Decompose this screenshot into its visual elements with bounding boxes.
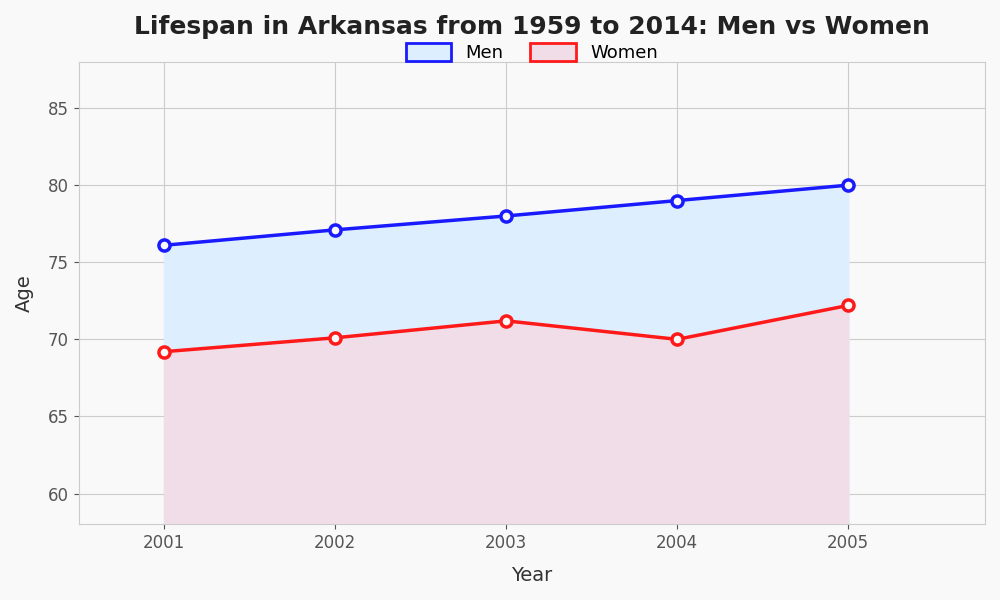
Women — [842, 302, 854, 309]
Y-axis label: Age: Age — [15, 274, 34, 312]
Women — [329, 334, 341, 341]
Women — [671, 336, 683, 343]
Line: Women: Women — [159, 300, 854, 357]
Legend: Men, Women: Men, Women — [397, 34, 667, 71]
Line: Men: Men — [159, 179, 854, 251]
Women — [158, 348, 170, 355]
Title: Lifespan in Arkansas from 1959 to 2014: Men vs Women: Lifespan in Arkansas from 1959 to 2014: … — [134, 15, 930, 39]
Men — [842, 182, 854, 189]
Men — [329, 226, 341, 233]
Women — [500, 317, 512, 325]
X-axis label: Year: Year — [511, 566, 552, 585]
Men — [158, 242, 170, 249]
Men — [671, 197, 683, 204]
Men — [500, 212, 512, 220]
